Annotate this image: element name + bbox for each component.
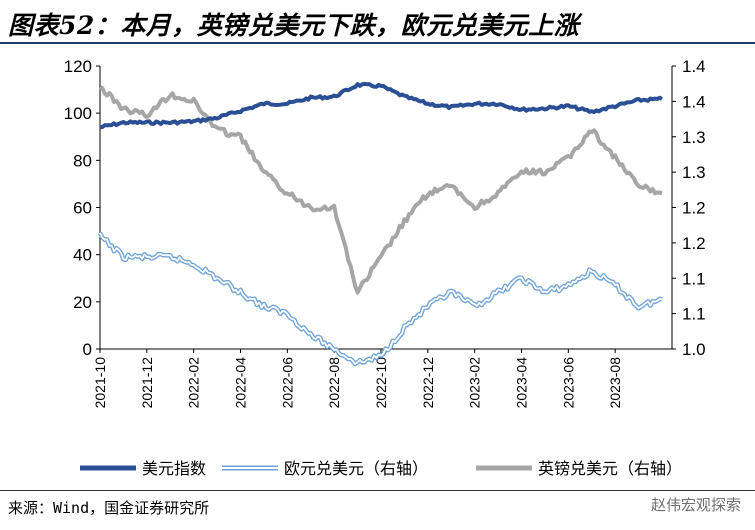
title-divider <box>0 42 755 44</box>
y-left-tick-label: 0 <box>83 340 92 359</box>
series-line-eurusd-inner <box>99 232 663 365</box>
y-right-tick-label: 1.4 <box>682 57 706 76</box>
chart-series <box>97 81 663 367</box>
y-right-tick-label: 1.1 <box>682 269 706 288</box>
x-tick-label: 2022-12 <box>420 357 436 409</box>
x-tick-label: 2022-02 <box>186 357 202 409</box>
x-tick-label: 2022-06 <box>279 357 295 409</box>
series-line-gbpusd <box>99 85 663 295</box>
y-right-tick-label: 1.0 <box>682 340 706 359</box>
chart-legend: 美元指数 欧元兑美元（右轴） 英镑兑美元（右轴） <box>80 459 682 478</box>
y-right-tick-label: 1.2 <box>682 199 706 218</box>
y-left-tick-label: 20 <box>73 293 92 312</box>
x-tick-label: 2022-10 <box>373 357 389 409</box>
x-tick-label: 2022-08 <box>326 357 342 409</box>
x-tick-label: 2022-04 <box>233 357 249 409</box>
y-right-tick-label: 1.3 <box>682 128 706 147</box>
y-right-tick-label: 1.2 <box>682 234 706 253</box>
x-tick-label: 2023-02 <box>467 357 483 409</box>
y-right-tick-label: 1.3 <box>682 163 706 182</box>
x-tick-label: 2021-12 <box>139 357 155 409</box>
y-right-tick-label: 1.4 <box>682 92 706 111</box>
chart-axes: 0 20 40 60 80 100 120 1.0 1.1 1.1 1.2 1.2 1.3 1.3 1.4 1… <box>64 57 706 408</box>
legend-label: 欧元兑美元（右轴） <box>284 459 428 478</box>
line-chart: 0 20 40 60 80 100 120 1.0 1.1 1.1 1.2 1.2 1.3 1.3 1.4 1… <box>64 57 706 478</box>
footer-divider <box>0 490 755 491</box>
watermark: 赵伟宏观探索 <box>650 496 741 514</box>
y-left-tick-label: 100 <box>64 104 92 123</box>
chart-title: 图表52：本月，英镑兑美元下跌，欧元兑美元上涨 <box>8 11 580 40</box>
y-left-tick-label: 80 <box>73 151 92 170</box>
y-left-tick-label: 60 <box>73 199 92 218</box>
x-tick-label: 2021-10 <box>92 357 108 409</box>
legend-label: 美元指数 <box>142 459 206 478</box>
x-tick-label: 2023-04 <box>514 357 530 409</box>
legend-label: 英镑兑美元（右轴） <box>538 459 682 478</box>
y-left-tick-label: 120 <box>64 57 92 76</box>
y-left-tick-label: 40 <box>73 246 92 265</box>
y-right-tick-label: 1.1 <box>682 305 706 324</box>
source-note: 来源：Wind，国金证券研究所 <box>8 499 210 517</box>
x-tick-label: 2023-08 <box>607 357 623 409</box>
series-line-dxy <box>99 81 663 130</box>
x-tick-label: 2023-06 <box>560 357 576 409</box>
